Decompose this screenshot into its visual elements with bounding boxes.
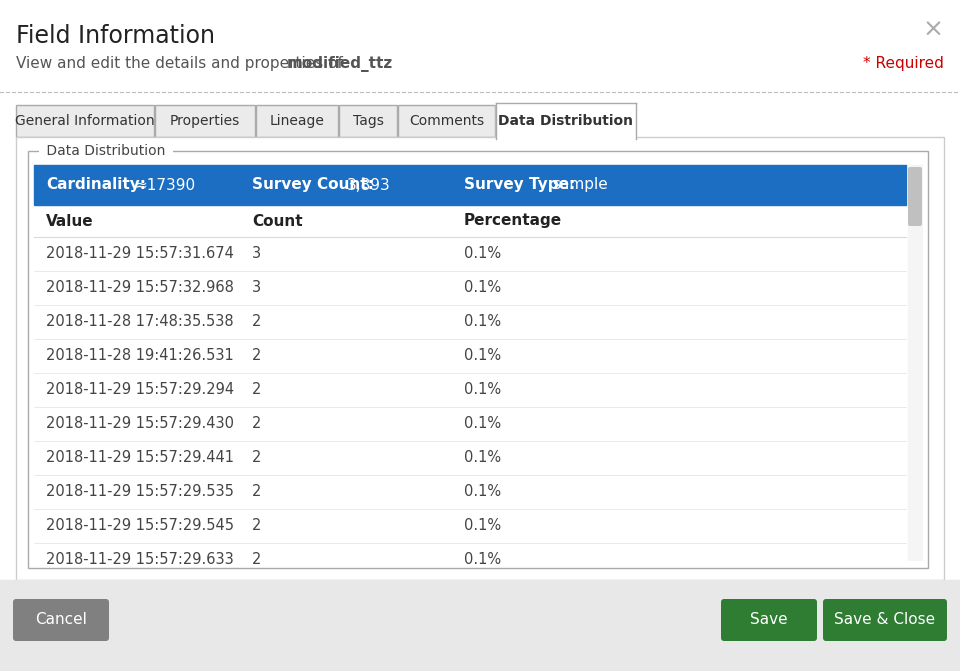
Bar <box>496 103 636 139</box>
Text: 0.1%: 0.1% <box>464 484 501 499</box>
Text: 0.1%: 0.1% <box>464 382 501 397</box>
Text: 0.1%: 0.1% <box>464 552 501 568</box>
Text: Lineage: Lineage <box>270 114 324 128</box>
Text: 2018-11-29 15:57:29.545: 2018-11-29 15:57:29.545 <box>46 519 234 533</box>
Text: 0.1%: 0.1% <box>464 450 501 466</box>
Text: Cancel: Cancel <box>36 613 87 627</box>
Text: 2: 2 <box>252 519 261 533</box>
Text: * Required: * Required <box>863 56 944 71</box>
Text: 3: 3 <box>252 246 261 262</box>
Text: 2018-11-29 15:57:29.441: 2018-11-29 15:57:29.441 <box>46 450 234 466</box>
FancyBboxPatch shape <box>398 105 495 137</box>
FancyBboxPatch shape <box>339 105 397 137</box>
Text: Comments: Comments <box>409 114 484 128</box>
Text: modified_ttz: modified_ttz <box>287 56 393 72</box>
Text: Cardinality:: Cardinality: <box>46 178 146 193</box>
Text: 2018-11-29 15:57:29.294: 2018-11-29 15:57:29.294 <box>46 382 234 397</box>
Bar <box>0 0 960 95</box>
FancyBboxPatch shape <box>256 105 338 137</box>
Text: Save: Save <box>750 613 788 627</box>
Text: 2018-11-29 15:57:29.430: 2018-11-29 15:57:29.430 <box>46 417 234 431</box>
Text: Save & Close: Save & Close <box>834 613 936 627</box>
FancyBboxPatch shape <box>155 105 255 137</box>
FancyBboxPatch shape <box>908 167 922 226</box>
Text: sample: sample <box>552 178 608 193</box>
Text: 2: 2 <box>252 315 261 329</box>
Text: Count: Count <box>252 213 302 229</box>
FancyBboxPatch shape <box>28 151 928 568</box>
Text: 2018-11-29 15:57:31.674: 2018-11-29 15:57:31.674 <box>46 246 234 262</box>
Text: Value: Value <box>46 213 94 229</box>
Bar <box>34 165 906 205</box>
Text: Properties: Properties <box>170 114 240 128</box>
Text: 2: 2 <box>252 417 261 431</box>
FancyBboxPatch shape <box>16 105 154 137</box>
FancyBboxPatch shape <box>721 599 817 641</box>
Text: Survey Type:: Survey Type: <box>464 178 575 193</box>
Text: 2: 2 <box>252 552 261 568</box>
Text: 0.1%: 0.1% <box>464 417 501 431</box>
Text: 2: 2 <box>252 484 261 499</box>
Text: Field Information: Field Information <box>16 24 215 48</box>
Text: 0.1%: 0.1% <box>464 280 501 295</box>
FancyBboxPatch shape <box>13 599 109 641</box>
Text: General Information: General Information <box>15 114 155 128</box>
Text: 2018-11-28 17:48:35.538: 2018-11-28 17:48:35.538 <box>46 315 233 329</box>
Text: Data Distribution: Data Distribution <box>42 144 170 158</box>
Text: 2018-11-29 15:57:29.535: 2018-11-29 15:57:29.535 <box>46 484 234 499</box>
Text: 2: 2 <box>252 450 261 466</box>
Text: 2018-11-28 19:41:26.531: 2018-11-28 19:41:26.531 <box>46 348 233 364</box>
Text: 2018-11-29 15:57:29.633: 2018-11-29 15:57:29.633 <box>46 552 233 568</box>
Text: Percentage: Percentage <box>464 213 563 229</box>
Text: 2018-11-29 15:57:32.968: 2018-11-29 15:57:32.968 <box>46 280 234 295</box>
Text: ×: × <box>923 18 944 42</box>
Text: 2: 2 <box>252 382 261 397</box>
Text: View and edit the details and properties of: View and edit the details and properties… <box>16 56 348 71</box>
Text: Tags: Tags <box>352 114 383 128</box>
Text: 2: 2 <box>252 348 261 364</box>
Bar <box>908 165 922 560</box>
Text: 3,893: 3,893 <box>347 178 391 193</box>
Text: Data Distribution: Data Distribution <box>498 114 634 128</box>
Text: 0.1%: 0.1% <box>464 519 501 533</box>
Text: ≈17390: ≈17390 <box>134 178 195 193</box>
Text: 0.1%: 0.1% <box>464 246 501 262</box>
Text: Survey Count:: Survey Count: <box>252 178 373 193</box>
FancyBboxPatch shape <box>16 137 944 580</box>
Text: 0.1%: 0.1% <box>464 348 501 364</box>
Bar <box>0 580 960 671</box>
FancyBboxPatch shape <box>823 599 947 641</box>
Text: 3: 3 <box>252 280 261 295</box>
Text: 0.1%: 0.1% <box>464 315 501 329</box>
